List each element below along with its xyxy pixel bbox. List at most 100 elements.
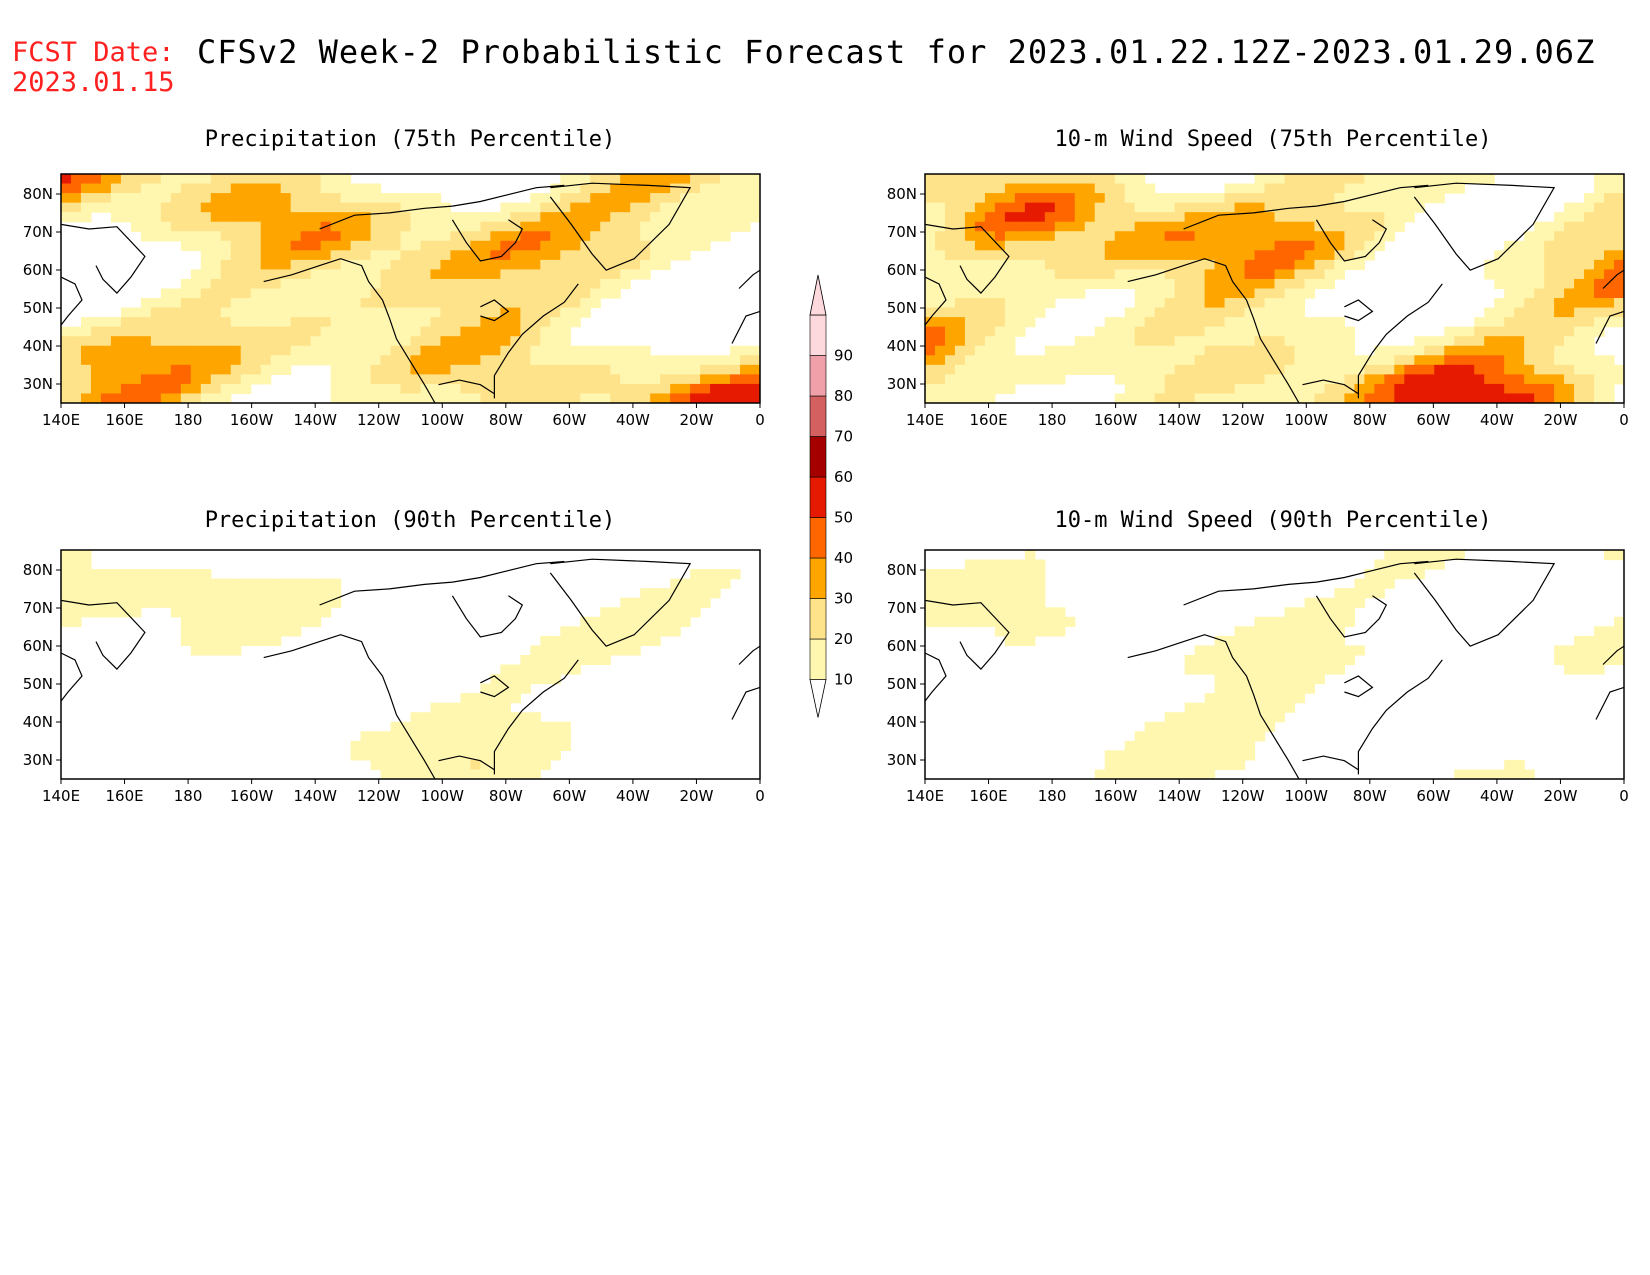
lon-tick-label: 140E [906, 787, 944, 805]
colorbar-label: 20 [834, 630, 853, 648]
lon-tick-label: 140E [42, 787, 80, 805]
colorbar-swatch [809, 314, 827, 356]
panel-frame [60, 173, 761, 404]
forecast-panel-2: 140E 160E 180 160W 140W 120W 100W 80W 60W 40W 20W 0… [887, 173, 1629, 429]
probability-shading [61, 174, 760, 403]
colorbar-label: 60 [834, 468, 853, 486]
colorbar-swatch [809, 638, 827, 680]
forecast-panel-1: 140E 160E 180 160W 140W 120W 100W 80W 60W 40W 20W 0… [23, 173, 765, 429]
lon-tick-label: 140W [293, 787, 337, 805]
colorbar-swatch [809, 476, 827, 518]
lat-tick-label: 50N [887, 299, 917, 317]
lat-tick-label: 70N [887, 599, 917, 617]
colorbar-label: 80 [834, 387, 853, 405]
colorbar-label: 30 [834, 590, 853, 608]
lat-tick-label: 30N [887, 375, 917, 393]
lon-tick-label: 60W [1416, 411, 1450, 429]
forecast-date-value: 2023.01.15 [12, 67, 175, 98]
lon-tick-label: 120W [1221, 787, 1265, 805]
lat-tick-label: 80N [23, 185, 53, 203]
lat-tick-label: 40N [23, 713, 53, 731]
coastlines [925, 558, 1624, 779]
lon-tick-label: 120W [357, 411, 401, 429]
lon-tick-label: 140E [906, 411, 944, 429]
lon-tick-label: 80W [489, 787, 523, 805]
lat-tick-label: 70N [887, 223, 917, 241]
lon-tick-label: 160W [230, 411, 274, 429]
colorbar-label: 70 [834, 428, 853, 446]
lon-tick-label: 140W [1157, 411, 1201, 429]
lon-tick-label: 0 [755, 787, 765, 805]
lat-tick-label: 40N [23, 337, 53, 355]
panel-title-wind-90: 10-m Wind Speed (90th Percentile) [1054, 508, 1492, 533]
panel-frame [924, 549, 1625, 780]
colorbar-label: 10 [834, 671, 853, 689]
lon-tick-label: 20W [679, 787, 713, 805]
lon-tick-label: 0 [1619, 411, 1629, 429]
lat-tick-label: 30N [23, 751, 53, 769]
panel-frame [60, 549, 761, 780]
coastlines [925, 182, 1624, 403]
probability-shading [61, 550, 760, 779]
lon-tick-label: 160E [105, 787, 143, 805]
lat-tick-label: 40N [887, 713, 917, 731]
coastlines [61, 558, 760, 779]
probability-shading [925, 550, 1624, 779]
lon-tick-label: 140W [1157, 787, 1201, 805]
probability-shading [925, 174, 1624, 403]
lon-tick-label: 180 [1038, 411, 1067, 429]
forecast-date: FCST Date: 2023.01.15 [12, 38, 175, 98]
lon-tick-label: 20W [1543, 411, 1577, 429]
lon-tick-label: 80W [1353, 787, 1387, 805]
lat-tick-label: 70N [23, 599, 53, 617]
panel-title-precip-90: Precipitation (90th Percentile) [204, 508, 616, 533]
lon-tick-label: 160E [969, 787, 1007, 805]
lon-tick-label: 140E [42, 411, 80, 429]
lat-tick-label: 30N [887, 751, 917, 769]
lon-tick-label: 160W [1094, 411, 1138, 429]
colorbar: 10 20 30 40 50 60 70 80 90 [809, 274, 853, 718]
lon-tick-label: 160E [969, 411, 1007, 429]
lon-tick-label: 180 [174, 787, 203, 805]
lat-tick-label: 60N [23, 637, 53, 655]
lat-tick-label: 40N [887, 337, 917, 355]
lon-tick-label: 20W [679, 411, 713, 429]
lon-tick-label: 80W [1353, 411, 1387, 429]
lon-tick-label: 140W [293, 411, 337, 429]
lon-tick-label: 100W [421, 411, 465, 429]
lat-tick-label: 60N [887, 261, 917, 279]
colorbar-label: 50 [834, 509, 853, 527]
lon-tick-label: 160W [1094, 787, 1138, 805]
lat-tick-label: 50N [23, 675, 53, 693]
lon-tick-label: 40W [616, 787, 650, 805]
lat-tick-label: 80N [23, 561, 53, 579]
lat-tick-label: 80N [887, 185, 917, 203]
lon-tick-label: 20W [1543, 787, 1577, 805]
lon-tick-label: 120W [357, 787, 401, 805]
colorbar-high-arrow [809, 274, 827, 316]
lon-tick-label: 0 [1619, 787, 1629, 805]
lon-tick-label: 60W [552, 787, 586, 805]
lon-tick-label: 100W [1285, 787, 1329, 805]
lat-tick-label: 70N [23, 223, 53, 241]
forecast-date-label: FCST Date: [12, 37, 175, 68]
lon-tick-label: 40W [1480, 411, 1514, 429]
lat-tick-label: 30N [23, 375, 53, 393]
lat-tick-label: 50N [887, 675, 917, 693]
forecast-panel-4: 140E 160E 180 160W 140W 120W 100W 80W 60W 40W 20W 0… [887, 549, 1629, 805]
lon-tick-label: 120W [1221, 411, 1265, 429]
lon-tick-label: 40W [1480, 787, 1514, 805]
lon-tick-label: 40W [616, 411, 650, 429]
colorbar-swatch [809, 395, 827, 437]
coastlines [61, 182, 760, 403]
colorbar-swatch [809, 436, 827, 478]
colorbar-swatch [809, 355, 827, 397]
lat-tick-label: 80N [887, 561, 917, 579]
lon-tick-label: 60W [552, 411, 586, 429]
colorbar-swatch [809, 517, 827, 559]
colorbar-swatch [809, 557, 827, 599]
colorbar-label: 90 [834, 347, 853, 365]
colorbar-swatch [809, 598, 827, 640]
panel-title-precip-75: Precipitation (75th Percentile) [204, 127, 616, 152]
